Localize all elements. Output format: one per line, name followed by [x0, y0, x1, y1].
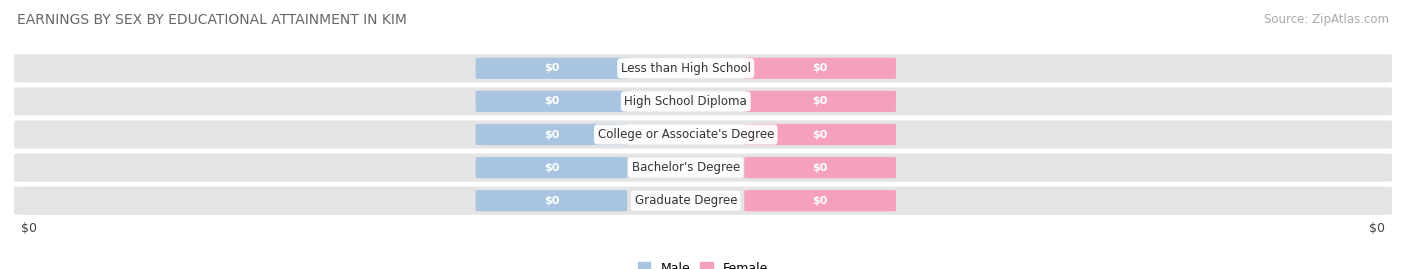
Legend: Male, Female: Male, Female	[633, 257, 773, 269]
FancyBboxPatch shape	[744, 157, 896, 178]
FancyBboxPatch shape	[744, 58, 896, 79]
FancyBboxPatch shape	[14, 54, 1392, 82]
FancyBboxPatch shape	[744, 124, 896, 145]
FancyBboxPatch shape	[475, 190, 627, 211]
Text: $0: $0	[544, 162, 560, 173]
Text: $0: $0	[813, 196, 828, 206]
Text: High School Diploma: High School Diploma	[624, 95, 747, 108]
FancyBboxPatch shape	[475, 157, 627, 178]
FancyBboxPatch shape	[14, 154, 1392, 182]
Text: Source: ZipAtlas.com: Source: ZipAtlas.com	[1264, 13, 1389, 26]
Text: College or Associate's Degree: College or Associate's Degree	[598, 128, 773, 141]
FancyBboxPatch shape	[744, 190, 896, 211]
Text: $0: $0	[544, 96, 560, 107]
FancyBboxPatch shape	[475, 124, 627, 145]
Text: $0: $0	[1369, 222, 1385, 235]
FancyBboxPatch shape	[14, 187, 1392, 215]
Text: $0: $0	[813, 63, 828, 73]
FancyBboxPatch shape	[14, 87, 1392, 115]
FancyBboxPatch shape	[14, 121, 1392, 148]
Text: $0: $0	[544, 196, 560, 206]
Text: EARNINGS BY SEX BY EDUCATIONAL ATTAINMENT IN KIM: EARNINGS BY SEX BY EDUCATIONAL ATTAINMEN…	[17, 13, 406, 27]
FancyBboxPatch shape	[744, 91, 896, 112]
Text: $0: $0	[813, 96, 828, 107]
Text: $0: $0	[813, 129, 828, 140]
Text: Bachelor's Degree: Bachelor's Degree	[631, 161, 740, 174]
Text: Graduate Degree: Graduate Degree	[634, 194, 737, 207]
Text: Less than High School: Less than High School	[621, 62, 751, 75]
Text: $0: $0	[544, 63, 560, 73]
Text: $0: $0	[813, 162, 828, 173]
FancyBboxPatch shape	[475, 58, 627, 79]
Text: $0: $0	[21, 222, 37, 235]
Text: $0: $0	[544, 129, 560, 140]
FancyBboxPatch shape	[475, 91, 627, 112]
